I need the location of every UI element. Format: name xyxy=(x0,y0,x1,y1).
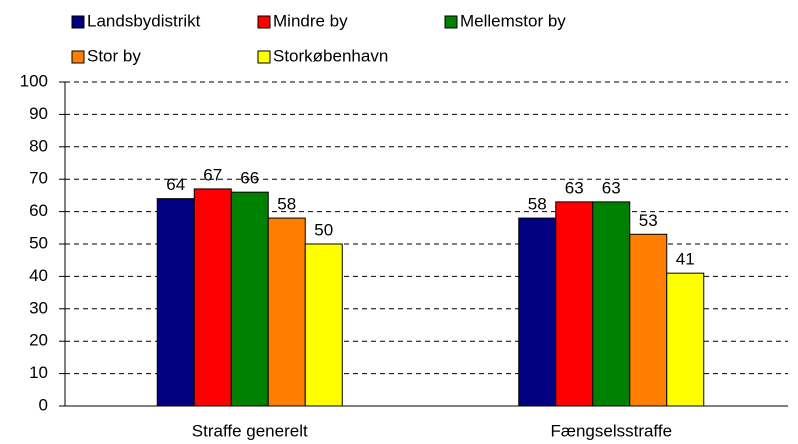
bar xyxy=(193,188,232,407)
y-tick-label: 80 xyxy=(29,136,48,155)
data-label: 63 xyxy=(565,178,584,197)
data-label: 41 xyxy=(676,250,695,269)
y-tick-label: 40 xyxy=(29,266,48,285)
bar xyxy=(555,201,594,407)
y-tick-label: 10 xyxy=(29,363,48,382)
bar xyxy=(304,243,343,407)
bar xyxy=(156,198,195,407)
data-label: 66 xyxy=(240,169,259,188)
legend-swatch xyxy=(257,15,271,29)
legend-label: Storkøbenhavn xyxy=(273,46,388,65)
y-tick-label: 70 xyxy=(29,169,48,188)
legend-label: Mindre by xyxy=(273,11,348,30)
data-label: 50 xyxy=(314,220,333,239)
legend-swatch xyxy=(444,15,458,29)
bar xyxy=(592,201,631,407)
bar xyxy=(666,272,705,407)
y-tick-label: 100 xyxy=(20,71,48,90)
y-tick-label: 20 xyxy=(29,331,48,350)
data-label: 58 xyxy=(277,195,296,214)
legend-label: Landsbydistrikt xyxy=(87,11,201,30)
bar xyxy=(267,217,306,407)
legend-label: Mellemstor by xyxy=(460,11,566,30)
legend-swatch xyxy=(71,15,85,29)
y-tick-label: 50 xyxy=(29,233,48,252)
legend-swatch xyxy=(71,50,85,64)
x-tick-label: Fængselsstraffe xyxy=(550,421,672,440)
data-label: 67 xyxy=(203,165,222,184)
y-tick-label: 0 xyxy=(39,395,48,414)
data-label: 53 xyxy=(639,211,658,230)
y-tick-label: 60 xyxy=(29,201,48,220)
bar xyxy=(629,233,668,407)
legend-label: Stor by xyxy=(87,46,141,65)
data-label: 64 xyxy=(166,175,185,194)
data-label: 63 xyxy=(602,178,621,197)
y-tick-label: 30 xyxy=(29,298,48,317)
legend-swatch xyxy=(257,50,271,64)
x-tick-label: Straffe generelt xyxy=(192,421,308,440)
data-label: 58 xyxy=(528,195,547,214)
bar xyxy=(230,191,269,407)
y-tick-label: 90 xyxy=(29,104,48,123)
bar xyxy=(518,217,557,407)
